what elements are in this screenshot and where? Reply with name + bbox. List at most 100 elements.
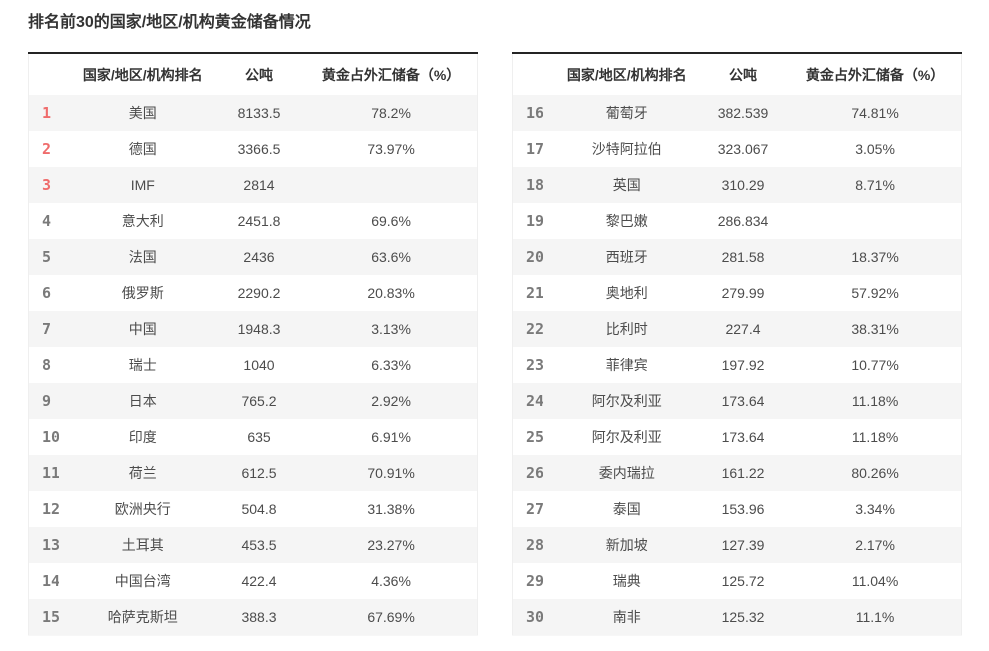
rank-number: 30 [526,610,543,626]
metric-tons-cell: 8133.5 [237,105,281,121]
gold-fx-percent-cell: 11.04% [851,573,899,589]
metric-tons-cell: 2290.2 [237,285,281,301]
metric-tons-cell: 765.2 [241,393,277,409]
country-name-cell: 瑞士 [128,357,157,373]
table-row: 18 英国 310.29 8.71% [512,167,962,203]
page-title: 排名前30的国家/地区/机构黄金储备情况 [28,14,311,31]
table-row: 17 沙特阿拉伯 323.067 3.05% [512,131,962,167]
table-row: 26 委内瑞拉 161.22 80.26% [512,455,962,491]
gold-fx-percent-cell: 6.91% [371,429,411,445]
gold-fx-percent-cell: 74.81% [851,105,899,121]
metric-tons-cell: 286.834 [717,213,769,229]
table-row: 5 法国 2436 63.6% [28,239,478,275]
metric-tons-cell: 1948.3 [237,321,281,337]
country-name-cell: 荷兰 [128,465,157,481]
rank-number: 11 [42,466,59,482]
metric-tons-cell: 453.5 [241,537,277,553]
gold-fx-percent-cell: 4.36% [371,573,411,589]
rank-number: 22 [526,322,543,338]
country-name-cell: 俄罗斯 [121,285,164,301]
metric-tons-cell: 422.4 [241,573,277,589]
country-name-cell: 西班牙 [605,249,648,265]
gold-fx-percent-cell: 73.97% [367,141,415,157]
gold-fx-percent-cell: 78.2% [371,105,411,121]
rank-number: 17 [526,142,543,158]
rank-number: 26 [526,466,543,482]
rank-cell: 10 [29,419,73,455]
page: 排名前30的国家/地区/机构黄金储备情况 国家/地区/机构排名 公吨 黄金占外汇… [28,14,962,636]
rank-number: 27 [526,502,543,518]
gold-fx-percent-cell: 8.71% [855,177,895,193]
rank-cell: 15 [29,599,73,636]
gold-fx-percent-cell: 23.27% [367,537,415,553]
country-name-cell: 葡萄牙 [605,105,648,121]
metric-tons-cell: 382.539 [717,105,769,121]
table-row: 25 阿尔及利亚 173.64 11.18% [512,419,962,455]
country-name-cell: 新加坡 [605,537,648,553]
table-row: 2 德国 3366.5 73.97% [28,131,478,167]
table-row: 12 欧洲央行 504.8 31.38% [28,491,478,527]
metric-tons-cell: 281.58 [721,249,765,265]
table-row: 30 南非 125.32 11.1% [512,599,962,636]
country-name-cell: 南非 [612,609,641,625]
gold-fx-percent-cell: 6.33% [371,357,411,373]
table-body-right: 16 葡萄牙 382.539 74.81% 17 沙特阿拉伯 323.067 3.05% 18 英… [512,95,962,636]
gold-fx-percent-cell: 18.37% [851,249,899,265]
rank-number: 5 [42,250,52,266]
metric-tons-cell: 127.39 [721,537,765,553]
country-name-cell: 印度 [128,429,157,445]
pct-column-header: 黄金占外汇储备（%） [789,53,962,95]
metric-tons-cell: 612.5 [241,465,277,481]
rank-number: 12 [42,502,59,518]
country-name-cell: 英国 [612,177,641,193]
table-row: 4 意大利 2451.8 69.6% [28,203,478,239]
rank-cell: 21 [513,275,557,311]
rank-cell: 1 [29,95,73,131]
metric-tons-cell: 1040 [243,357,275,373]
rank-number: 1 [42,106,52,122]
table-row: 3 IMF 2814 [28,167,478,203]
rank-cell: 22 [513,311,557,347]
country-name-cell: 意大利 [121,213,164,229]
gold-fx-percent-cell: 11.1% [855,609,895,625]
rank-cell: 25 [513,419,557,455]
gold-fx-percent-cell: 20.83% [367,285,415,301]
rank-cell: 14 [29,563,73,599]
gold-fx-percent-cell: 80.26% [851,465,899,481]
gold-reserve-table-right: 国家/地区/机构排名 公吨 黄金占外汇储备（%） 16 葡萄牙 382.539 74.… [512,52,962,636]
country-name-cell: 菲律宾 [605,357,648,373]
metric-tons-cell: 173.64 [721,393,765,409]
metric-tons-cell: 2451.8 [237,213,281,229]
rank-cell: 17 [513,131,557,167]
table-row: 24 阿尔及利亚 173.64 11.18% [512,383,962,419]
rank-cell: 2 [29,131,73,167]
tons-column-header: 公吨 [696,53,790,95]
name-column-header: 国家/地区/机构排名 [72,53,213,95]
table-row: 15 哈萨克斯坦 388.3 67.69% [28,599,478,636]
country-name-cell: 美国 [128,105,157,121]
gold-fx-percent-cell: 2.17% [855,537,895,553]
rank-number: 14 [42,574,59,590]
metric-tons-cell: 504.8 [241,501,277,517]
rank-cell: 24 [513,383,557,419]
gold-fx-percent-cell [789,203,961,239]
rank-number: 25 [526,430,543,446]
table-row: 11 荷兰 612.5 70.91% [28,455,478,491]
table-row: 23 菲律宾 197.92 10.77% [512,347,962,383]
table-row: 19 黎巴嫩 286.834 [512,203,962,239]
rank-number: 2 [42,142,52,158]
pct-column-header: 黄金占外汇储备（%） [305,53,478,95]
rank-number: 24 [526,394,543,410]
gold-fx-percent-cell: 57.92% [851,285,899,301]
rank-cell: 18 [513,167,557,203]
country-name-cell: 瑞典 [612,573,641,589]
table-row: 27 泰国 153.96 3.34% [512,491,962,527]
gold-fx-percent-cell: 3.05% [855,141,895,157]
country-name-cell: 阿尔及利亚 [591,429,662,445]
metric-tons-cell: 153.96 [721,501,765,517]
table-row: 20 西班牙 281.58 18.37% [512,239,962,275]
country-name-cell: 法国 [128,249,157,265]
rank-cell: 19 [513,203,557,239]
metric-tons-cell: 388.3 [241,609,277,625]
table-row: 13 土耳其 453.5 23.27% [28,527,478,563]
